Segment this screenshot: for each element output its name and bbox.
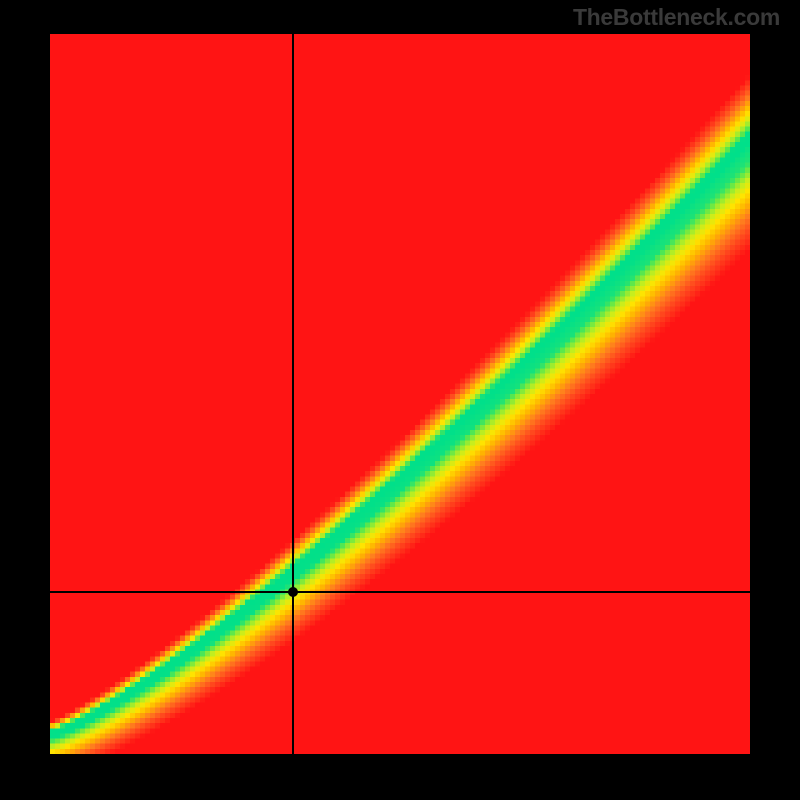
heatmap-canvas xyxy=(50,34,750,754)
watermark-text: TheBottleneck.com xyxy=(573,4,780,31)
crosshair-dot xyxy=(288,587,298,597)
crosshair-vertical xyxy=(292,34,294,754)
crosshair-horizontal xyxy=(50,591,750,593)
plot-area xyxy=(50,34,750,754)
